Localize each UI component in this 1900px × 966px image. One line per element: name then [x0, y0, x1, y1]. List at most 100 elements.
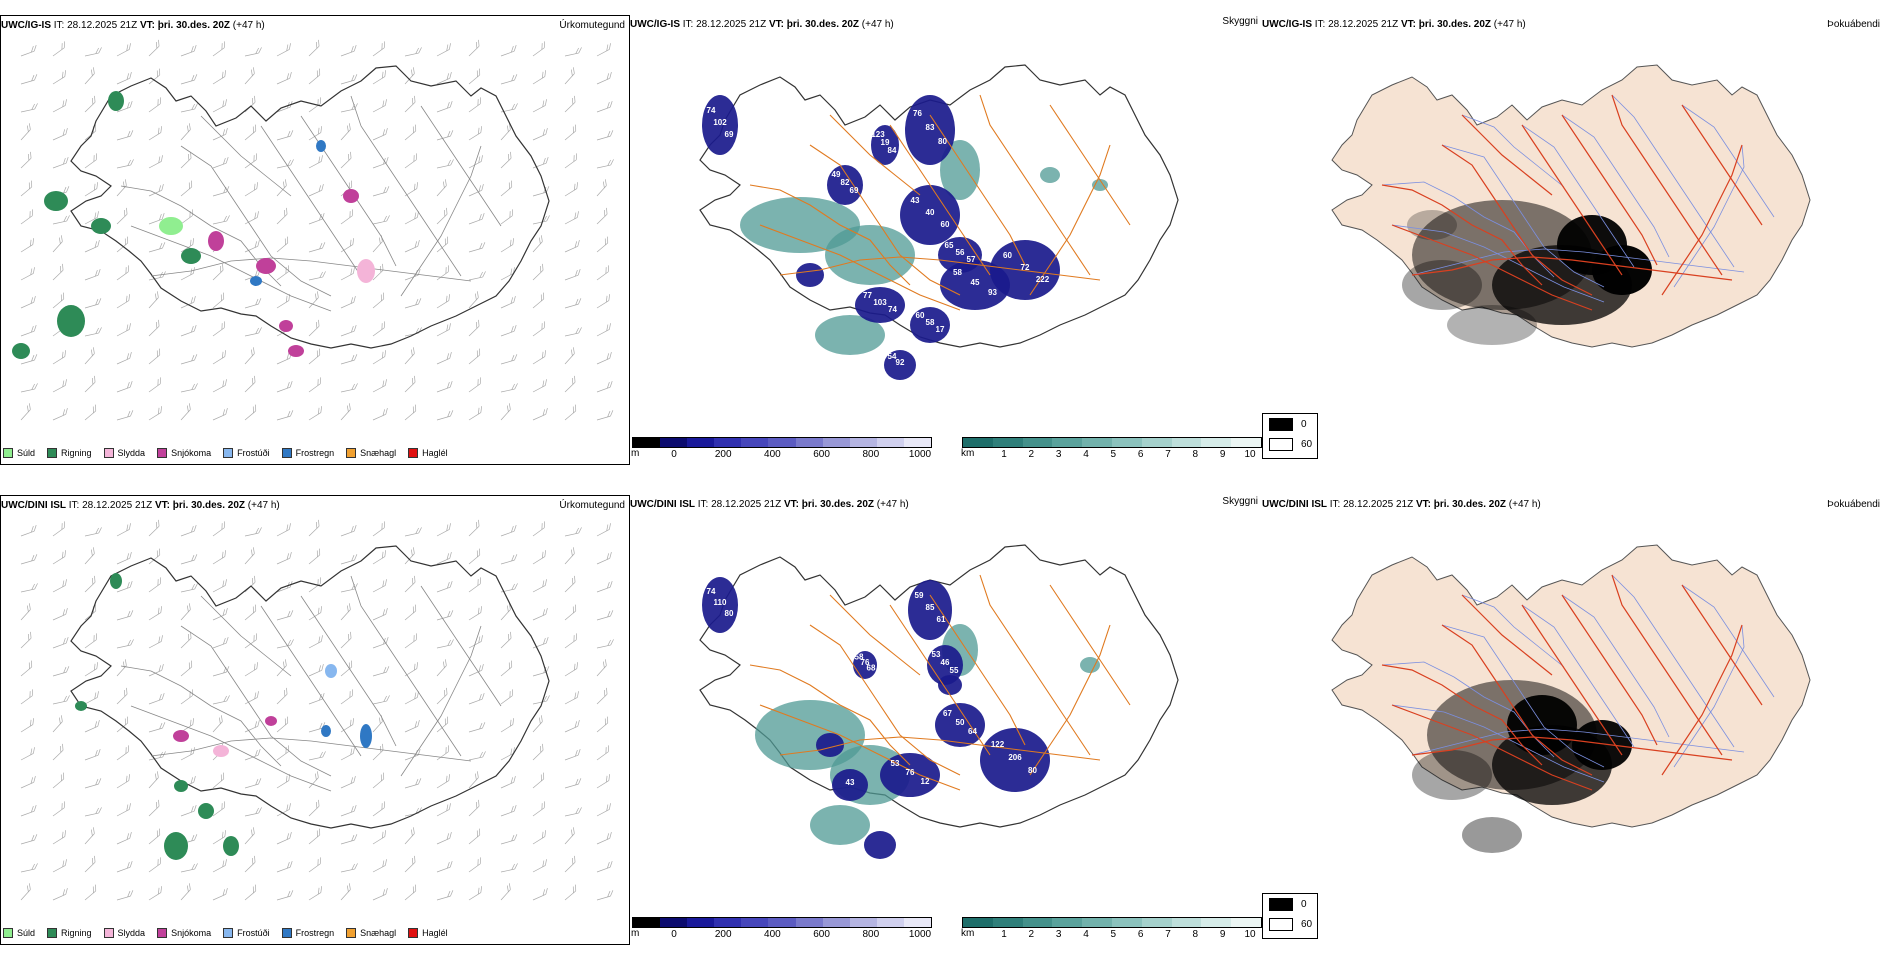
road-4	[1681, 104, 1763, 226]
cloud-base-label: 58	[953, 268, 962, 277]
wind-barb	[180, 325, 197, 337]
wind-barb	[340, 354, 358, 365]
wind-barb	[564, 153, 577, 169]
wind-barb	[20, 689, 33, 705]
legend-swatch	[47, 448, 58, 458]
legend-label: Frostúði	[237, 448, 270, 458]
panel-header: UWC/IG-IS IT: 28.12.2025 21Z VT: þri. 30…	[1, 20, 265, 31]
wind-barb	[596, 294, 610, 309]
road-0	[1381, 184, 1543, 286]
wind-barb	[180, 583, 198, 593]
panel-header: UWC/DINI ISL IT: 28.12.2025 21Z VT: þri.…	[630, 499, 909, 510]
wind-barb	[404, 884, 417, 901]
visibility-area	[940, 140, 980, 200]
wind-barb	[468, 722, 486, 733]
cloudbase-colorbar: 0 200 400 600 800 1000 m	[631, 437, 932, 460]
road-4	[420, 585, 502, 707]
colorbar-cell	[1201, 918, 1232, 927]
cloud-base-label: 83	[926, 123, 935, 132]
wind-barb	[180, 689, 193, 705]
wind-barb	[20, 325, 37, 337]
road-5	[779, 736, 1101, 761]
wind-barb	[84, 269, 101, 281]
wind-barb	[436, 43, 451, 57]
wind-barb	[500, 354, 518, 365]
cloudbase-area	[990, 240, 1060, 300]
road-7	[1561, 594, 1670, 738]
wind-barb	[148, 799, 160, 817]
wind-barb	[212, 521, 225, 537]
wind-barb	[212, 550, 226, 565]
road-8	[1661, 144, 1743, 296]
wind-barb	[532, 379, 547, 393]
colorbar-cell	[795, 438, 823, 447]
wind-barb	[148, 39, 160, 57]
precip-snjókoma-area	[265, 716, 277, 726]
wind-barb	[532, 695, 550, 705]
wind-barb	[564, 240, 580, 253]
cloud-base-label: 85	[926, 603, 935, 612]
precip-rigning-area	[57, 305, 85, 337]
wind-barb	[308, 548, 321, 565]
wind-barb	[436, 659, 447, 677]
wind-barb	[532, 715, 543, 733]
precip-rigning-area	[91, 218, 111, 234]
legend-label: Slydda	[117, 448, 146, 458]
precip-rigning-area	[108, 91, 124, 111]
wind-barb	[596, 890, 614, 901]
cloud-base-label: 102	[713, 118, 727, 127]
colorbar-tick: 2	[1028, 929, 1035, 940]
colorbar-unit: m	[631, 928, 640, 939]
wind-barb	[244, 375, 256, 393]
wind-barb	[340, 209, 353, 225]
legend-swatch	[3, 928, 13, 938]
wind-barb	[244, 95, 256, 113]
road-0	[1381, 664, 1543, 766]
road-7	[1561, 114, 1658, 266]
wind-barb	[180, 863, 198, 873]
cloud-base-label: 80	[1028, 766, 1037, 775]
cloud-base-label: 50	[956, 718, 965, 727]
wind-barb	[212, 772, 225, 789]
fog-legend-label: 60	[1301, 438, 1313, 450]
wind-barb	[340, 383, 358, 393]
wind-barb	[52, 772, 65, 789]
wind-barb	[116, 687, 128, 705]
road-9	[200, 115, 292, 197]
road-9	[1461, 114, 1565, 188]
road-7	[1561, 114, 1670, 258]
cloud-base-label: 74	[888, 305, 897, 314]
legend-item-5: Frostregn	[281, 448, 334, 458]
legend-swatch	[346, 448, 357, 458]
precip-snjókoma-area	[279, 320, 293, 332]
wind-barb	[20, 834, 38, 845]
wind-barb	[52, 263, 64, 281]
wind-barb	[20, 103, 38, 113]
wind-barb	[468, 886, 482, 901]
precip-type-panel-1: UWC/IG-IS IT: 28.12.2025 21Z VT: þri. 30…	[0, 15, 630, 465]
road-2	[260, 125, 362, 277]
wind-barb	[116, 610, 134, 621]
road-network	[120, 95, 502, 312]
road-2	[889, 604, 991, 756]
wind-barb	[212, 408, 228, 421]
road-8	[1029, 144, 1111, 296]
wind-barb	[116, 890, 134, 901]
wind-barb	[340, 863, 358, 873]
wind-barb	[564, 404, 577, 421]
wind-barb	[596, 832, 612, 845]
wind-barb	[244, 67, 255, 85]
wind-barb	[244, 778, 262, 789]
wind-barb	[372, 521, 385, 537]
wind-barb	[52, 695, 70, 705]
legend-item-7: Haglél	[408, 928, 448, 938]
wind-barb	[372, 408, 388, 421]
road-1	[809, 144, 961, 296]
cloud-base-label: 43	[911, 196, 920, 205]
cloud-base-label: 54	[888, 352, 897, 361]
fog-legend-item: 0	[1263, 894, 1317, 914]
wind-barb	[84, 575, 96, 593]
wind-barb	[436, 890, 454, 901]
wind-barb	[148, 271, 166, 281]
wind-barb	[308, 828, 321, 845]
